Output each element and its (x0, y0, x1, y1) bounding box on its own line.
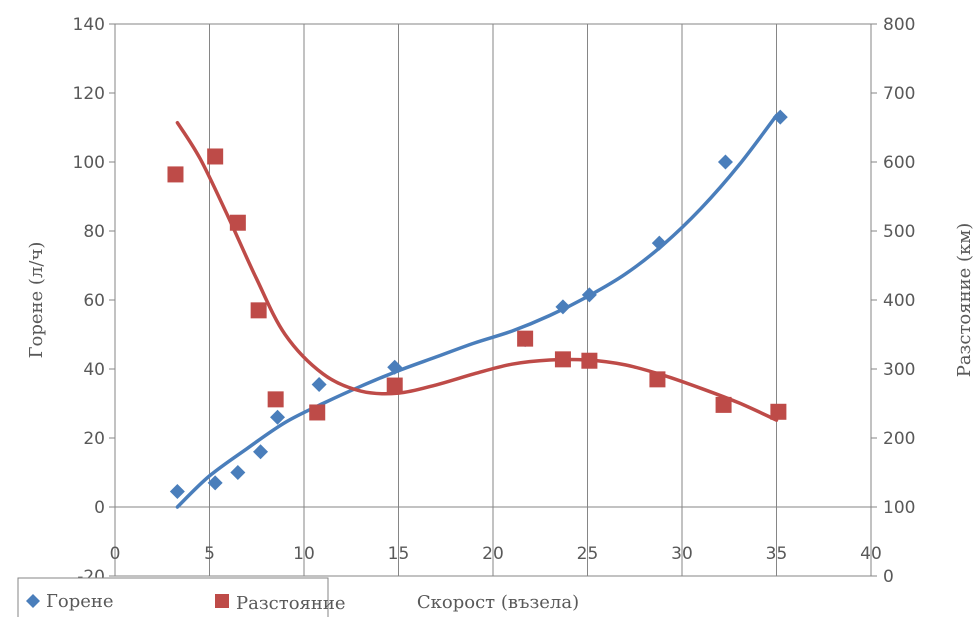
y-left-tick-label: 20 (83, 429, 105, 449)
y-left-tick-label: 40 (83, 360, 105, 380)
point-gorene (207, 475, 223, 491)
x-tick-label: 15 (388, 544, 410, 564)
point-gorene (772, 109, 788, 125)
x-tick-label: 25 (577, 544, 599, 564)
x-tick-label: 0 (110, 544, 121, 564)
y-left-tick-label: 60 (83, 291, 105, 311)
y-right-axis-ticks: 0 100 200 300 400 500 600 700 800 (871, 15, 915, 587)
legend-marker-gorene (26, 594, 40, 608)
point-gorene (555, 299, 571, 315)
trendline-gorene (175, 113, 779, 509)
y-left-tick-label: 80 (83, 222, 105, 242)
point-gorene (387, 359, 403, 375)
y-left-tick-label: 0 (94, 498, 105, 518)
y-right-axis-title: Разстояние (км) (954, 223, 975, 378)
x-tick-label: 20 (482, 544, 504, 564)
legend-label-razstoyanie: Разстояние (236, 593, 346, 614)
y-right-tick-label: 600 (883, 153, 915, 173)
y-right-tick-label: 200 (883, 429, 915, 449)
x-tick-label: 40 (860, 544, 882, 564)
y-right-tick-label: 500 (883, 222, 915, 242)
y-right-tick-label: 300 (883, 360, 915, 380)
y-right-tick-label: 100 (883, 498, 915, 518)
point-razstoyanie (517, 330, 534, 347)
x-tick-label: 5 (204, 544, 215, 564)
legend-marker-razstoyanie (215, 594, 229, 608)
point-gorene (230, 465, 246, 480)
y-left-tick-label: 100 (73, 153, 105, 173)
point-gorene (169, 483, 185, 499)
point-gorene (311, 377, 327, 393)
point-razstoyanie (250, 302, 267, 319)
point-razstoyanie (267, 391, 284, 408)
point-gorene (651, 235, 667, 251)
point-razstoyanie (554, 351, 571, 368)
data-markers (167, 109, 788, 499)
point-razstoyanie (715, 396, 732, 413)
point-razstoyanie (309, 404, 326, 421)
y-right-tick-label: 700 (883, 84, 915, 104)
y-right-tick-label: 400 (883, 291, 915, 311)
point-gorene (581, 287, 597, 303)
point-razstoyanie (649, 371, 666, 388)
point-gorene (270, 409, 286, 425)
point-razstoyanie (770, 403, 787, 420)
point-razstoyanie (229, 214, 246, 231)
legend: Горене Разстояние (17, 577, 346, 617)
y-right-tick-label: 0 (883, 567, 894, 587)
legend-box (17, 577, 329, 617)
x-axis-ticks: 0 5 10 15 20 25 30 35 40 (110, 544, 882, 564)
point-razstoyanie (386, 377, 403, 394)
x-tick-label: 10 (293, 544, 315, 564)
point-razstoyanie (581, 352, 598, 369)
x-tick-label: 30 (671, 544, 693, 564)
point-gorene (253, 444, 269, 460)
point-razstoyanie (167, 166, 184, 183)
point-gorene (717, 154, 733, 170)
y-left-tick-label: 140 (73, 15, 105, 35)
point-razstoyanie (207, 148, 224, 165)
y-left-tick-label: 120 (73, 84, 105, 104)
y-right-tick-label: 800 (883, 15, 915, 35)
x-tick-label: 35 (766, 544, 788, 564)
y-left-axis-title: Горене (л/ч) (26, 242, 47, 359)
legend-label-gorene: Горене (46, 591, 114, 612)
x-axis-title: Скорост (възела) (417, 592, 579, 613)
